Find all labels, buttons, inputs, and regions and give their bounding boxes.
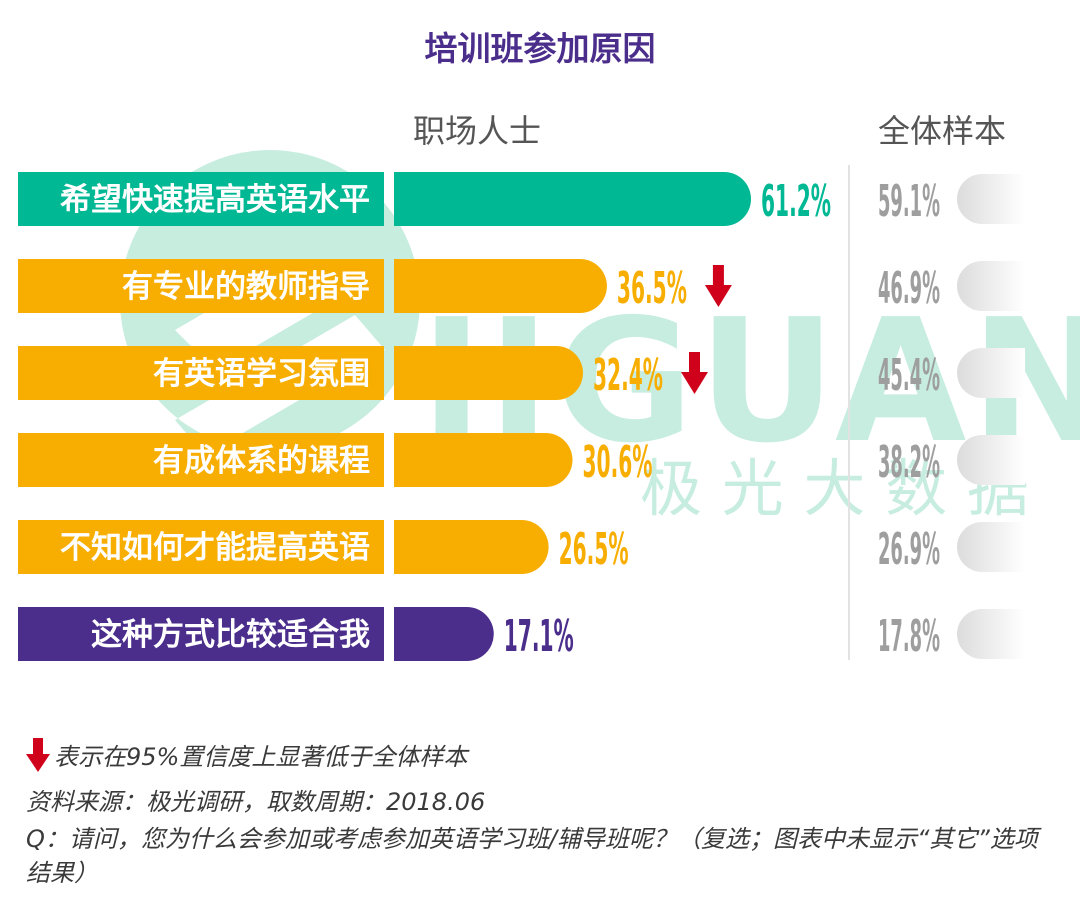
- total-bar: [957, 261, 1025, 311]
- footer-source: 资料来源：极光调研，取数周期：2018.06: [26, 788, 486, 816]
- bar: [394, 520, 549, 574]
- total-value-label: 45.4%: [878, 349, 940, 401]
- footer-legend: 表示在95%置信度上显著低于全体样本: [26, 737, 467, 772]
- category-label-box: [18, 520, 384, 574]
- total-value-label: 26.9%: [878, 523, 940, 575]
- category-label: 有成体系的课程: [153, 443, 370, 479]
- total-value-label: 17.8%: [878, 610, 940, 662]
- total-bar: [957, 609, 1025, 659]
- value-label: 36.5%: [617, 262, 687, 314]
- category-label-box: [18, 433, 384, 487]
- bar-chart: 希望快速提高英语水平 61.2% 59.1% 有专业的教师指导 36.5% 46.9% 有英…: [18, 165, 1025, 662]
- bar: [394, 433, 573, 487]
- total-bar: [957, 435, 1025, 485]
- category-label: 不知如何才能提高英语: [60, 530, 370, 566]
- bar: [394, 259, 607, 313]
- chart-title: 培训班参加原因: [424, 29, 656, 68]
- category-label-box: [18, 172, 384, 226]
- category-label-box: [18, 259, 384, 313]
- down-arrow-icon: [681, 352, 708, 394]
- down-arrow-icon: [704, 265, 732, 307]
- column-header-total: 全体样本: [878, 112, 1007, 150]
- value-label: 32.4%: [593, 349, 663, 401]
- category-label: 这种方式比较适合我: [91, 617, 370, 653]
- footer-legend-text: 表示在95%置信度上显著低于全体样本: [54, 743, 468, 771]
- category-label: 希望快速提高英语水平: [60, 182, 370, 218]
- bar: [394, 346, 583, 400]
- down-arrow-icon: [26, 738, 50, 772]
- value-label: 61.2%: [761, 175, 831, 227]
- value-label: 26.5%: [559, 523, 629, 575]
- total-bar: [957, 348, 1025, 398]
- total-bar: [957, 522, 1025, 572]
- total-value-label: 38.2%: [878, 436, 940, 488]
- footer-question: Q：请问，您为什么会参加或考虑参加英语学习班/辅导班呢？（复选；图表中未显示“其…: [26, 825, 1038, 887]
- category-label-box: [18, 346, 384, 400]
- value-label: 30.6%: [583, 436, 653, 488]
- column-header-group: 职场人士: [413, 112, 542, 150]
- bar: [394, 172, 751, 226]
- value-label: 17.1%: [504, 610, 574, 662]
- total-value-label: 46.9%: [878, 262, 940, 314]
- total-value-label: 59.1%: [878, 175, 940, 227]
- bar: [394, 607, 494, 661]
- category-label: 有专业的教师指导: [122, 269, 370, 305]
- category-label: 有英语学习氛围: [153, 356, 370, 392]
- category-label-box: [18, 607, 384, 661]
- total-bar: [957, 174, 1025, 224]
